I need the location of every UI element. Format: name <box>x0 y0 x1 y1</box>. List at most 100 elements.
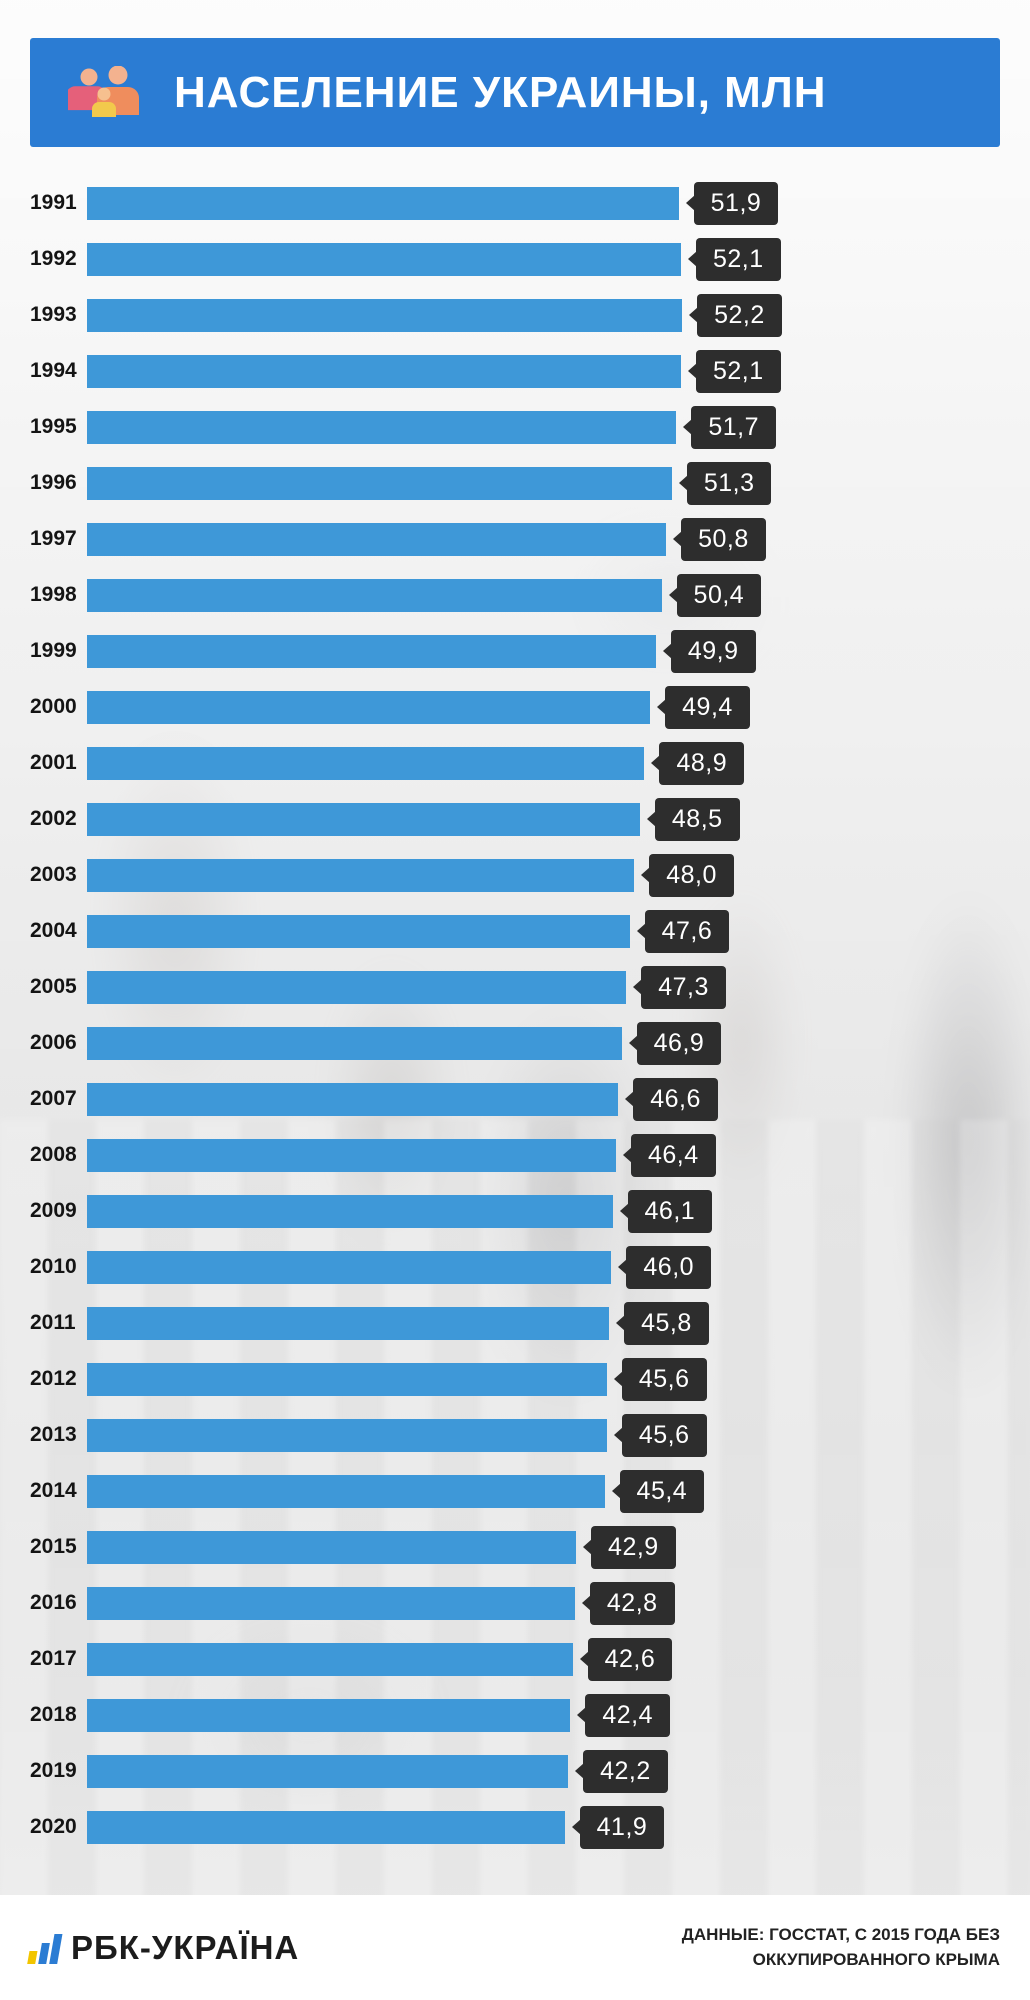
year-label: 2015 <box>30 1535 77 1558</box>
population-bar <box>87 578 662 612</box>
population-bar <box>87 858 635 892</box>
value-badge: 48,9 <box>651 741 745 785</box>
population-bar <box>87 1810 565 1844</box>
chart-row: 1991 51,9 <box>30 175 1000 231</box>
year-label: 2010 <box>30 1255 77 1278</box>
population-bar <box>87 634 656 668</box>
population-bar <box>87 1250 612 1284</box>
chart-row: 1996 51,3 <box>30 455 1000 511</box>
value-badge: 42,8 <box>581 1581 675 1625</box>
year-label: 2003 <box>30 863 77 886</box>
value-badge: 46,0 <box>618 1245 712 1289</box>
year-label: 2004 <box>30 919 77 942</box>
header-banner: НАСЕЛЕНИЕ УКРАИНЫ, МЛН <box>30 38 1000 147</box>
value-badge: 42,4 <box>577 1693 671 1737</box>
value-badge: 51,3 <box>678 461 772 505</box>
value-badge: 52,1 <box>687 237 781 281</box>
value-badge: 46,1 <box>619 1189 713 1233</box>
chart-row: 2018 42,4 <box>30 1687 1000 1743</box>
logo-bar-blue-mid <box>38 1942 50 1964</box>
population-bar <box>87 466 672 500</box>
chart-row: 2007 46,6 <box>30 1071 1000 1127</box>
population-bar <box>87 746 645 780</box>
chart-row: 2003 48,0 <box>30 847 1000 903</box>
value-badge: 47,6 <box>636 909 730 953</box>
chart-row: 2020 41,9 <box>30 1799 1000 1855</box>
population-bar <box>87 1082 619 1116</box>
value-badge: 47,3 <box>633 965 726 1009</box>
chart-row: 2004 47,6 <box>30 903 1000 959</box>
value-badge: 41,9 <box>571 1805 665 1849</box>
population-bar <box>87 354 681 388</box>
population-bar <box>87 1530 577 1564</box>
value-badge: 42,2 <box>575 1749 668 1793</box>
population-bar <box>87 1194 613 1228</box>
population-bar <box>87 1306 610 1340</box>
year-label: 1991 <box>30 191 77 214</box>
year-label: 2008 <box>30 1143 77 1166</box>
chart-row: 2006 46,9 <box>30 1015 1000 1071</box>
population-bar <box>87 970 627 1004</box>
value-badge: 51,7 <box>683 405 777 449</box>
population-bar <box>87 690 651 724</box>
chart-row: 2015 42,9 <box>30 1519 1000 1575</box>
year-label: 1995 <box>30 415 77 438</box>
logo-bar-blue-tall <box>49 1933 63 1964</box>
year-label: 1994 <box>30 359 77 382</box>
population-bar <box>87 1474 605 1508</box>
population-bar <box>87 1026 622 1060</box>
chart-row: 1992 52,1 <box>30 231 1000 287</box>
year-label: 2005 <box>30 975 77 998</box>
year-label: 2006 <box>30 1031 77 1054</box>
year-label: 2014 <box>30 1479 77 1502</box>
logo-bar-yellow <box>27 1950 38 1964</box>
year-label: 1993 <box>30 303 77 326</box>
chart-row: 2001 48,9 <box>30 735 1000 791</box>
family-icon <box>68 65 142 120</box>
population-bar <box>87 410 677 444</box>
chart-row: 1995 51,7 <box>30 399 1000 455</box>
chart-row: 1993 52,2 <box>30 287 1000 343</box>
population-bar <box>87 1362 607 1396</box>
value-badge: 45,4 <box>611 1469 705 1513</box>
chart-row: 2008 46,4 <box>30 1127 1000 1183</box>
chart-row: 2002 48,5 <box>30 791 1000 847</box>
population-bar <box>87 186 679 220</box>
year-label: 2011 <box>30 1311 76 1334</box>
year-label: 1996 <box>30 471 77 494</box>
data-source-line2: ОККУПИРОВАННОГО КРЫМА <box>752 1949 1000 1969</box>
chart-row: 2016 42,8 <box>30 1575 1000 1631</box>
value-badge: 48,5 <box>646 797 740 841</box>
chart-row: 2009 46,1 <box>30 1183 1000 1239</box>
population-bar <box>87 802 640 836</box>
population-bar <box>87 298 683 332</box>
population-bar <box>87 1698 571 1732</box>
page-title: НАСЕЛЕНИЕ УКРАИНЫ, МЛН <box>174 67 827 117</box>
population-bar <box>87 1586 575 1620</box>
value-badge: 46,4 <box>622 1133 716 1177</box>
chart-row: 2005 47,3 <box>30 959 1000 1015</box>
chart-row: 2017 42,6 <box>30 1631 1000 1687</box>
chart-row: 2013 45,6 <box>30 1407 1000 1463</box>
value-badge: 51,9 <box>685 181 779 225</box>
population-bar <box>87 1418 607 1452</box>
year-label: 1997 <box>30 527 77 550</box>
population-bar <box>87 1754 569 1788</box>
year-label: 2019 <box>30 1759 77 1782</box>
value-badge: 45,8 <box>616 1301 709 1345</box>
year-label: 2002 <box>30 807 77 830</box>
value-badge: 46,6 <box>625 1077 718 1121</box>
year-label: 2012 <box>30 1367 77 1390</box>
year-label: 1992 <box>30 247 77 270</box>
year-label: 2020 <box>30 1815 77 1838</box>
chart-row: 2019 42,2 <box>30 1743 1000 1799</box>
value-badge: 50,4 <box>668 573 762 617</box>
chart-row: 1997 50,8 <box>30 511 1000 567</box>
population-bar <box>87 522 667 556</box>
chart-row: 2014 45,4 <box>30 1463 1000 1519</box>
rbc-logo-icon <box>27 1932 63 1964</box>
year-label: 2018 <box>30 1703 77 1726</box>
year-label: 1998 <box>30 583 77 606</box>
value-badge: 42,9 <box>583 1525 676 1569</box>
population-bar <box>87 1642 573 1676</box>
